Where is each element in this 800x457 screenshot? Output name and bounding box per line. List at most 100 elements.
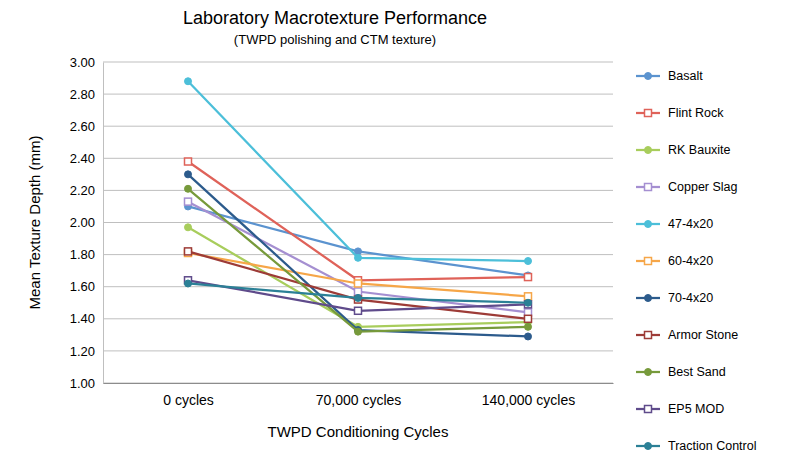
legend-marker [645, 406, 652, 413]
y-tick-label: 1.40 [70, 311, 95, 326]
y-tick: 2.20 [70, 183, 103, 198]
series-marker [185, 171, 192, 178]
legend-label: Armor Stone [668, 328, 738, 342]
y-tick-label: 1.00 [70, 376, 95, 391]
y-tick: 2.40 [70, 151, 103, 166]
legend-item: 47-4x20 [636, 217, 713, 231]
legend-label: RK Bauxite [668, 143, 731, 157]
x-tick: 140,000 cycles [482, 383, 575, 408]
grid-line [103, 350, 613, 351]
x-tick-label: 0 cycles [163, 392, 214, 408]
series-marker [525, 333, 532, 340]
x-tick-label: 140,000 cycles [482, 392, 575, 408]
series-line [188, 81, 528, 261]
legend-label: Traction Control [668, 439, 756, 453]
y-tick: 1.40 [70, 311, 103, 326]
y-tick-label: 2.20 [70, 183, 95, 198]
y-tick-label: 2.80 [70, 87, 95, 102]
series-marker [355, 254, 362, 261]
x-axis: 0 cycles 70,000 cycles 140,000 cycles [104, 383, 614, 408]
series-line [188, 174, 528, 336]
legend-marker [645, 295, 652, 302]
legend-item: Armor Stone [636, 328, 738, 342]
y-tick-label: 2.40 [70, 151, 95, 166]
x-axis-title: TWPD Conditioning Cycles [268, 423, 449, 440]
series-marker [185, 198, 192, 205]
x-tick: 0 cycles [163, 383, 214, 408]
series-line [188, 251, 528, 318]
series-marker [355, 294, 362, 301]
x-tick-label: 70,000 cycles [316, 392, 402, 408]
legend-label: EP5 MOD [668, 402, 724, 416]
legend-marker [645, 147, 652, 154]
series-marker [185, 78, 192, 85]
grid-line [103, 126, 613, 127]
legend-marker [645, 73, 652, 80]
y-tick: 1.20 [70, 344, 103, 359]
legend: Basalt Flint Rock RK Bauxite Copper Slag 47-… [636, 69, 756, 453]
legend-label: Flint Rock [668, 106, 724, 120]
y-tick-label: 1.20 [70, 344, 95, 359]
y-tick: 2.00 [70, 215, 103, 230]
series-marker [525, 258, 532, 265]
series-marker [525, 299, 532, 306]
legend-label: Best Sand [668, 365, 726, 379]
plot-area [185, 78, 532, 340]
y-axis-title: Mean Texture Depth (mm) [26, 136, 43, 310]
series-line [188, 202, 528, 313]
series-marker [525, 315, 532, 322]
series-marker [525, 323, 532, 330]
grid [103, 62, 613, 383]
subtitle: (TWPD polishing and CTM texture) [234, 32, 436, 47]
grid-line [103, 158, 613, 159]
legend-item: 60-4x20 [636, 254, 713, 268]
series-line [188, 189, 528, 332]
legend-marker [645, 443, 652, 450]
grid-line [103, 62, 613, 63]
y-tick-label: 1.60 [70, 279, 95, 294]
grid-line [103, 318, 613, 319]
x-tick: 70,000 cycles [316, 383, 402, 408]
y-tick-label: 2.60 [70, 119, 95, 134]
series-marker [185, 224, 192, 231]
legend-label: Copper Slag [668, 180, 738, 194]
y-tick-label: 1.80 [70, 247, 95, 262]
legend-item: EP5 MOD [636, 402, 724, 416]
legend-label: Basalt [668, 69, 703, 83]
y-tick: 3.00 [70, 55, 103, 70]
legend-item: Basalt [636, 69, 703, 83]
y-tick: 2.60 [70, 119, 103, 134]
legend-label: 60-4x20 [668, 254, 713, 268]
legend-item: Traction Control [636, 439, 756, 453]
legend-marker [645, 332, 652, 339]
series-marker [355, 328, 362, 335]
background [0, 0, 800, 457]
legend-item: Copper Slag [636, 180, 738, 194]
series-marker [185, 185, 192, 192]
y-tick: 1.00 [70, 376, 103, 391]
legend-marker [645, 221, 652, 228]
grid-line [103, 94, 613, 95]
y-axis: 1.00 1.20 1.40 1.60 1.80 2.00 2.20 2.40 2.60 2.80… [70, 55, 104, 391]
legend-marker [645, 369, 652, 376]
y-tick: 2.80 [70, 87, 103, 102]
grid-line [103, 383, 613, 384]
series-marker [525, 274, 532, 281]
series-marker [355, 280, 362, 287]
chart: 1.00 1.20 1.40 1.60 1.80 2.00 2.20 2.40 2.60 2.80… [0, 0, 800, 457]
legend-item: Best Sand [636, 365, 726, 379]
title: Laboratory Macrotexture Performance [183, 8, 487, 28]
series-line [188, 227, 528, 327]
legend-label: 70-4x20 [668, 291, 713, 305]
legend-marker [645, 184, 652, 191]
legend-item: 70-4x20 [636, 291, 713, 305]
y-tick: 1.80 [70, 247, 103, 262]
legend-item: RK Bauxite [636, 143, 731, 157]
series-line [188, 280, 528, 310]
x-axis-line [104, 383, 614, 384]
series-marker [355, 307, 362, 314]
legend-label: 47-4x20 [668, 217, 713, 231]
y-tick: 1.60 [70, 279, 103, 294]
y-tick-label: 2.00 [70, 215, 95, 230]
legend-item: Flint Rock [636, 106, 724, 120]
